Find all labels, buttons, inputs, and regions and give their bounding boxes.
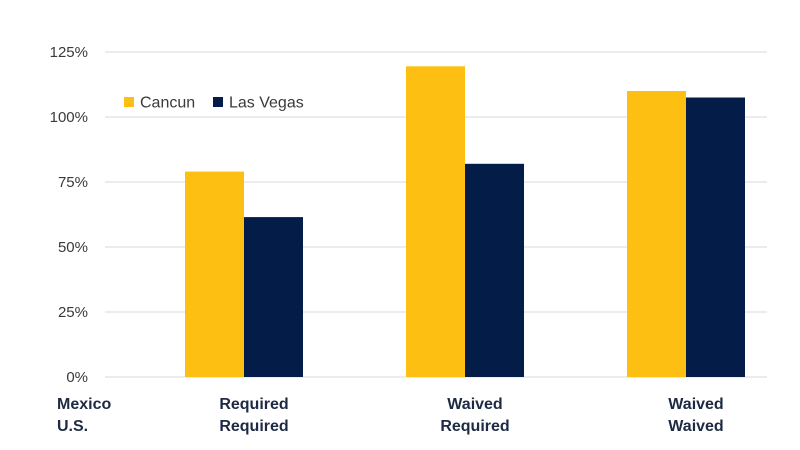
legend-swatch (124, 97, 134, 107)
category-label: Required (219, 396, 288, 413)
y-tick-label: 75% (58, 174, 88, 191)
y-tick-label: 25% (58, 304, 88, 321)
legend-label: Las Vegas (229, 95, 304, 112)
category-label: Required (440, 418, 509, 435)
bar-cancun (627, 91, 686, 377)
row-header-label: Mexico (57, 396, 111, 413)
bar-las-vegas (244, 217, 303, 377)
bar-cancun (406, 66, 465, 378)
y-axis-ticks: 0% 25% 50% 75% 100% 125% (50, 44, 88, 386)
y-tick-label: 125% (50, 44, 88, 61)
y-tick-label: 100% (50, 109, 88, 126)
legend-label: Cancun (140, 95, 195, 112)
y-tick-label: 50% (58, 239, 88, 256)
category-labels: Mexico U.S. Required Required Waived Required… (57, 396, 724, 435)
bar-las-vegas (686, 97, 745, 377)
bar-las-vegas (465, 163, 524, 377)
legend-swatch (213, 97, 223, 107)
bars (185, 66, 745, 378)
row-header-label: U.S. (57, 418, 88, 435)
y-tick-label: 0% (66, 369, 88, 386)
category-label: Waived (447, 396, 502, 413)
category-label: Waived (668, 418, 723, 435)
legend: Cancun Las Vegas (124, 95, 304, 112)
bar-cancun (185, 171, 244, 377)
category-label: Required (219, 418, 288, 435)
category-label: Waived (668, 396, 723, 413)
